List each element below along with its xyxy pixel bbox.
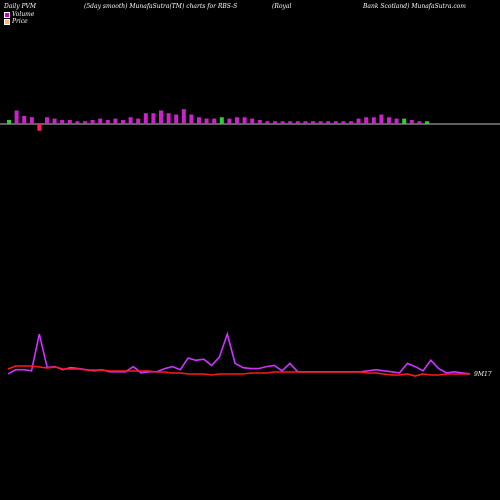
volume-bar <box>417 121 422 124</box>
volume-bar <box>242 117 247 124</box>
end-value-label: 9M17 <box>474 371 492 378</box>
volume-bar <box>143 113 148 124</box>
volume-bar <box>379 114 384 124</box>
volume-bar <box>333 121 338 124</box>
volume-bar <box>257 119 262 124</box>
volume-bar <box>151 113 156 124</box>
volume-bar <box>295 121 300 124</box>
volume-bar <box>212 118 217 124</box>
volume-bar <box>318 121 323 124</box>
volume-bar <box>394 118 399 124</box>
volume-bar <box>288 121 293 124</box>
volume-bar <box>273 121 277 124</box>
chart-title-right: Bank Scotland) MunafaSutra.com <box>363 3 466 10</box>
volume-bar <box>83 121 87 124</box>
legend-volume: Volume <box>4 11 34 18</box>
volume-bar <box>265 121 270 124</box>
volume-bar <box>371 117 376 124</box>
volume-bar <box>356 118 361 124</box>
volume-bar <box>402 118 407 124</box>
volume-bar <box>75 121 80 124</box>
chart-title-center-2: (Royal <box>272 3 292 10</box>
legend-volume-swatch <box>4 11 10 18</box>
volume-bar <box>136 118 141 124</box>
volume-bar <box>67 119 72 124</box>
legend-volume-label: Volume <box>12 11 35 18</box>
volume-bar <box>121 119 125 124</box>
volume-bar <box>45 117 49 124</box>
legend-price-label: Price <box>12 18 28 25</box>
volume-bar <box>166 113 171 124</box>
volume-bar <box>326 121 331 124</box>
volume-bar <box>14 110 19 124</box>
price-line <box>7 365 470 377</box>
volume-bar <box>409 119 414 124</box>
volume-bar <box>37 124 42 131</box>
volume-bar <box>341 121 346 124</box>
volume-bar <box>60 119 65 124</box>
volume-bar <box>52 118 57 124</box>
volume-bar <box>219 117 224 124</box>
volume-bar <box>280 121 285 124</box>
volume-bar <box>311 121 315 124</box>
chart-title-left: Daily PVM <box>4 3 37 10</box>
volume-bar <box>364 117 369 124</box>
volume-bar <box>349 121 353 124</box>
volume-bar <box>250 118 255 124</box>
volume-bar <box>235 117 239 124</box>
volume-bar <box>197 117 201 124</box>
volume-bar <box>22 115 27 124</box>
volume-bar <box>29 117 34 124</box>
chart-title-center: (5day smooth) MunafaSutra(TM) charts for… <box>84 3 238 10</box>
volume-bar <box>159 110 163 124</box>
volume-bar <box>7 119 11 124</box>
volume-bar <box>113 118 118 124</box>
volume-bar <box>303 121 308 124</box>
volume-line <box>7 331 471 375</box>
volume-bar <box>227 118 232 124</box>
volume-bar <box>425 121 429 124</box>
legend-price: Price <box>4 18 28 25</box>
volume-bar <box>174 114 179 124</box>
volume-bar <box>181 109 186 124</box>
volume-bar <box>105 119 110 124</box>
volume-bar <box>90 119 95 124</box>
volume-bar <box>189 114 194 124</box>
volume-bar <box>98 118 103 124</box>
volume-bar <box>204 118 209 124</box>
volume-bar <box>387 117 391 124</box>
volume-bar <box>128 117 133 124</box>
legend-price-swatch <box>4 18 10 25</box>
